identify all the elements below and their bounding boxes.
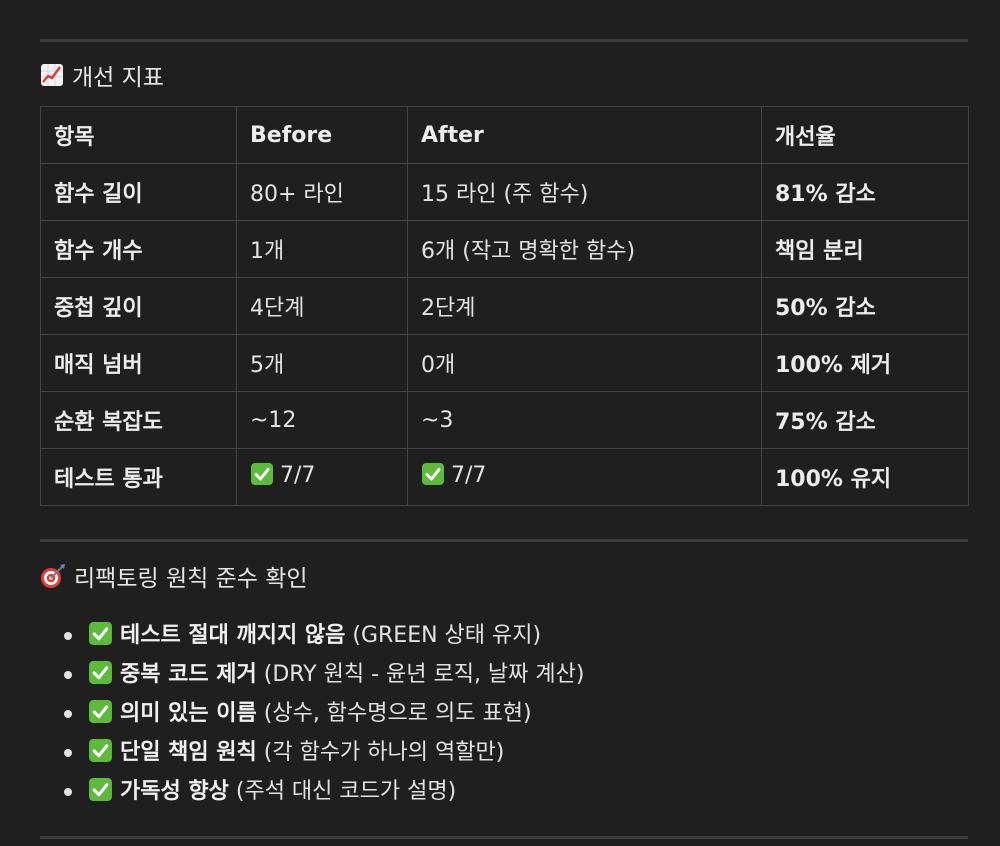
list-item-text: (상수, 함수명으로 의도 표현) xyxy=(256,701,532,726)
document-page: 개선 지표 항목 Before After 개선율 함수 길이 80+ 라인 1… xyxy=(40,0,969,846)
cell-before-text: 7/7 xyxy=(280,463,316,488)
list-item: 가독성 향상 (주석 대신 코드가 설명) xyxy=(40,772,968,811)
list-item-bold: 가독성 향상 xyxy=(120,779,229,804)
list-item: 의미 있는 이름 (상수, 함수명으로 의도 표현) xyxy=(40,694,968,733)
header-item: 항목 xyxy=(40,106,237,164)
check-mark-icon xyxy=(88,776,113,815)
cell-item: 함수 길이 xyxy=(40,163,237,221)
principles-checklist: 테스트 절대 깨지지 않음 (GREEN 상태 유지) 중복 코드 제거 (DR… xyxy=(40,616,968,811)
metrics-table: 항목 Before After 개선율 함수 길이 80+ 라인 15 라인 (… xyxy=(40,106,969,506)
check-mark-icon xyxy=(88,620,113,659)
cell-item: 테스트 통과 xyxy=(40,448,237,506)
cell-item: 중첩 깊이 xyxy=(40,277,237,335)
cell-rate: 50% 감소 xyxy=(761,277,969,335)
list-item-bold: 중복 코드 제거 xyxy=(120,662,257,687)
header-after: After xyxy=(407,106,762,164)
table-row: 테스트 통과 7/7 7/7 100% 유지 xyxy=(40,448,969,506)
list-item-bold: 의미 있는 이름 xyxy=(120,701,257,726)
list-item: 단일 책임 원칙 (각 함수가 하나의 역할만) xyxy=(40,733,968,772)
cell-before: 80+ 라인 xyxy=(236,163,408,221)
cell-rate: 75% 감소 xyxy=(761,391,969,449)
list-item-text: (DRY 원칙 - 윤년 로직, 날짜 계산) xyxy=(256,662,585,687)
cell-after: ~3 xyxy=(407,391,762,449)
check-mark-icon xyxy=(250,462,274,492)
list-item: 테스트 절대 깨지지 않음 (GREEN 상태 유지) xyxy=(40,616,968,655)
principles-heading-title: 리팩토링 원칙 준수 확인 xyxy=(74,566,308,592)
cell-after: 7/7 xyxy=(407,448,762,506)
cell-before: ~12 xyxy=(236,391,408,449)
table-row: 순환 복잡도 ~12 ~3 75% 감소 xyxy=(40,391,969,449)
table-row: 매직 넘버 5개 0개 100% 제거 xyxy=(40,334,969,392)
direct-hit-icon xyxy=(40,563,66,589)
bullet-dot xyxy=(64,632,72,640)
bullet-dot xyxy=(64,788,72,796)
cell-rate: 100% 유지 xyxy=(761,448,969,506)
cell-after-text: 7/7 xyxy=(451,463,487,488)
table-row: 함수 개수 1개 6개 (작고 명확한 함수) 책임 분리 xyxy=(40,220,969,278)
cell-item: 매직 넘버 xyxy=(40,334,237,392)
cell-item: 순환 복잡도 xyxy=(40,391,237,449)
cell-after: 6개 (작고 명확한 함수) xyxy=(407,220,762,278)
list-item-text: (각 함수가 하나의 역할만) xyxy=(256,740,505,765)
cell-rate: 100% 제거 xyxy=(761,334,969,392)
cell-item: 함수 개수 xyxy=(40,220,237,278)
bullet-dot xyxy=(64,671,72,679)
header-before: Before xyxy=(236,106,408,164)
metrics-heading: 개선 지표 xyxy=(40,58,164,92)
divider-bottom xyxy=(40,836,968,839)
table-header-row: 항목 Before After 개선율 xyxy=(40,106,969,164)
check-mark-icon xyxy=(88,737,113,776)
cell-after: 2단계 xyxy=(407,277,762,335)
divider-middle xyxy=(40,539,968,542)
list-item-bold: 테스트 절대 깨지지 않음 xyxy=(120,623,346,648)
cell-before: 5개 xyxy=(236,334,408,392)
check-mark-icon xyxy=(88,659,113,698)
metrics-heading-title: 개선 지표 xyxy=(72,65,164,91)
cell-before: 1개 xyxy=(236,220,408,278)
check-mark-icon xyxy=(88,698,113,737)
cell-before: 4단계 xyxy=(236,277,408,335)
cell-rate: 81% 감소 xyxy=(761,163,969,221)
table-row: 함수 길이 80+ 라인 15 라인 (주 함수) 81% 감소 xyxy=(40,163,969,221)
principles-heading: 리팩토링 원칙 준수 확인 xyxy=(40,559,308,593)
cell-rate: 책임 분리 xyxy=(761,220,969,278)
divider-top xyxy=(40,39,968,42)
list-item-text: (GREEN 상태 유지) xyxy=(345,623,542,648)
bullet-dot xyxy=(64,749,72,757)
cell-before: 7/7 xyxy=(236,448,408,506)
list-item-text: (주석 대신 코드가 설명) xyxy=(228,779,457,804)
cell-after: 15 라인 (주 함수) xyxy=(407,163,762,221)
table-row: 중첩 깊이 4단계 2단계 50% 감소 xyxy=(40,277,969,335)
chart-increasing-icon xyxy=(40,63,64,87)
header-rate: 개선율 xyxy=(761,106,969,164)
list-item-bold: 단일 책임 원칙 xyxy=(120,740,257,765)
list-item: 중복 코드 제거 (DRY 원칙 - 윤년 로직, 날짜 계산) xyxy=(40,655,968,694)
check-mark-icon xyxy=(421,462,445,492)
bullet-dot xyxy=(64,710,72,718)
cell-after: 0개 xyxy=(407,334,762,392)
